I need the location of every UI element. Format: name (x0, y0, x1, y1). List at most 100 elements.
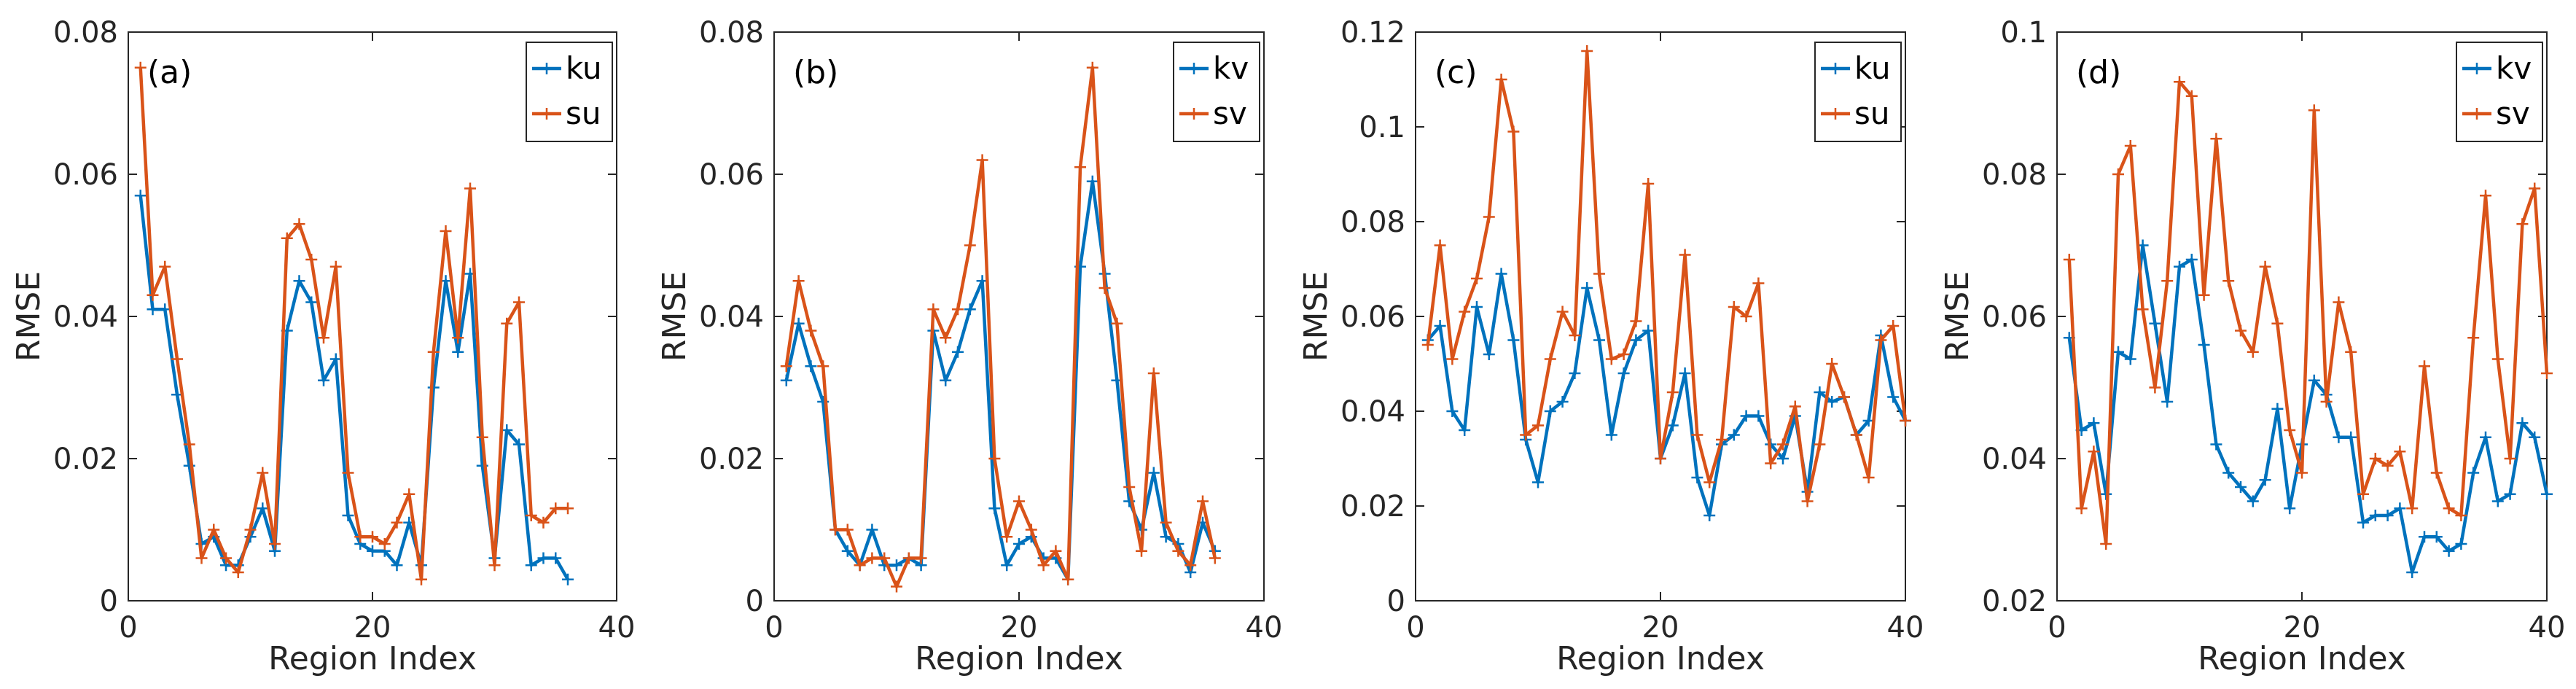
data-point-kv (780, 374, 792, 386)
data-point-ku (1703, 510, 1716, 521)
data-point-su (171, 353, 183, 365)
data-point-ku (293, 275, 305, 287)
data-point-su (1703, 476, 1716, 488)
legend-marker-su (541, 108, 553, 120)
panel-label: (c) (1435, 54, 1478, 91)
data-point-su (159, 260, 171, 273)
y-tick-label: 0.04 (1982, 443, 2047, 476)
data-point-kv (1013, 538, 1025, 550)
data-point-kv (2308, 374, 2320, 386)
data-point-sv (2504, 453, 2516, 464)
data-point-su (476, 431, 488, 443)
data-point-su (293, 218, 305, 230)
y-tick-label: 0.1 (1359, 111, 1405, 144)
data-point-sv (805, 324, 817, 337)
data-point-sv (902, 552, 915, 564)
data-point-su (318, 332, 329, 344)
y-tick-label: 0.08 (1340, 206, 1405, 239)
data-point-su (1679, 249, 1691, 261)
data-point-ku (1495, 268, 1507, 280)
data-point-su (1556, 305, 1569, 318)
data-point-ku (562, 573, 574, 585)
data-point-sv (2516, 218, 2529, 230)
data-point-ku (1691, 472, 1703, 483)
data-point-sv (2333, 296, 2345, 308)
legend: ku su (1814, 42, 1902, 142)
data-point-sv (1197, 495, 1209, 507)
series-line-kv (784, 179, 1217, 581)
data-point-su (183, 438, 195, 451)
panel-label: (b) (793, 54, 838, 91)
data-point-sv (2491, 353, 2504, 365)
data-point-su (1581, 45, 1593, 57)
data-point-kv (2516, 417, 2529, 429)
data-point-ku (1544, 405, 1556, 417)
data-point-su (1691, 429, 1703, 441)
chart-panel-4: 0.02 0.04 0.06 0.08 0.1 0 20 40 Region Index RMSE… (1939, 16, 2565, 677)
legend: kv sv (1173, 42, 1260, 142)
data-point-sv (927, 303, 940, 316)
y-tick-label: 0.08 (699, 16, 764, 50)
data-point-sv (2161, 275, 2174, 287)
data-point-su (1826, 358, 1838, 370)
y-tick-label: 0.02 (699, 443, 764, 476)
data-point-ku (537, 552, 550, 564)
data-point-ku (1740, 410, 1752, 422)
data-point-ku (1642, 324, 1655, 337)
data-point-ku (147, 303, 159, 316)
data-point-sv (1111, 317, 1123, 330)
data-point-su (208, 523, 220, 536)
data-point-kv (2259, 474, 2271, 486)
x-tick-label: 40 (598, 611, 636, 645)
data-point-sv (2063, 254, 2075, 265)
data-point-su (1593, 268, 1605, 280)
x-axis-title: Region Index (1556, 640, 1765, 677)
series-line-ku (1426, 272, 1907, 518)
data-point-sv (940, 332, 952, 344)
y-tick-label: 0.12 (1340, 16, 1405, 50)
data-point-ku (550, 552, 562, 564)
y-tick-label: 0.04 (699, 300, 764, 334)
data-point-su (415, 573, 427, 585)
data-point-kv (2345, 431, 2357, 443)
data-point-su (1838, 391, 1850, 403)
legend-box (526, 42, 613, 142)
data-point-sv (2480, 190, 2491, 202)
x-tick-label: 40 (1246, 611, 1283, 645)
data-point-su (305, 254, 318, 265)
x-tick-label: 20 (1001, 611, 1038, 645)
data-point-sv (830, 523, 841, 536)
data-point-ku (1728, 429, 1740, 441)
x-tick-label: 0 (765, 611, 783, 645)
legend-marker-ku (541, 63, 553, 74)
data-point-su (1446, 353, 1459, 365)
chart-panel-3: 0 0.02 0.04 0.06 0.08 0.1 0.12 0 20 40 Region Inde… (1297, 16, 1924, 677)
data-point-sv (2467, 332, 2480, 344)
data-point-sv (2381, 459, 2394, 472)
data-point-su (488, 559, 501, 572)
data-point-sv (2235, 324, 2247, 337)
data-point-sv (2419, 360, 2430, 373)
data-point-sv (2284, 424, 2296, 436)
data-point-kv (2284, 502, 2296, 515)
data-point-sv (1184, 559, 1197, 572)
data-point-sv (1074, 161, 1086, 174)
data-point-sv (952, 303, 964, 316)
data-point-kv (2541, 488, 2553, 500)
legend-label-ku: ku (566, 50, 602, 86)
data-point-ku (1605, 429, 1617, 441)
data-point-sv (1123, 481, 1136, 493)
series-line-sv (784, 66, 1217, 588)
data-point-sv (976, 154, 988, 166)
data-point-kv (1147, 467, 1160, 479)
legend: kv sv (2456, 42, 2543, 142)
y-tick-label: 0.08 (53, 16, 118, 50)
data-point-sv (1160, 516, 1172, 529)
data-point-sv (2406, 502, 2419, 515)
data-point-kv (2419, 531, 2430, 543)
data-point-ku (1471, 301, 1483, 313)
data-point-sv (1013, 495, 1025, 507)
data-point-sv (2259, 260, 2271, 273)
data-point-kv (2112, 346, 2124, 358)
data-point-sv (2198, 289, 2210, 301)
